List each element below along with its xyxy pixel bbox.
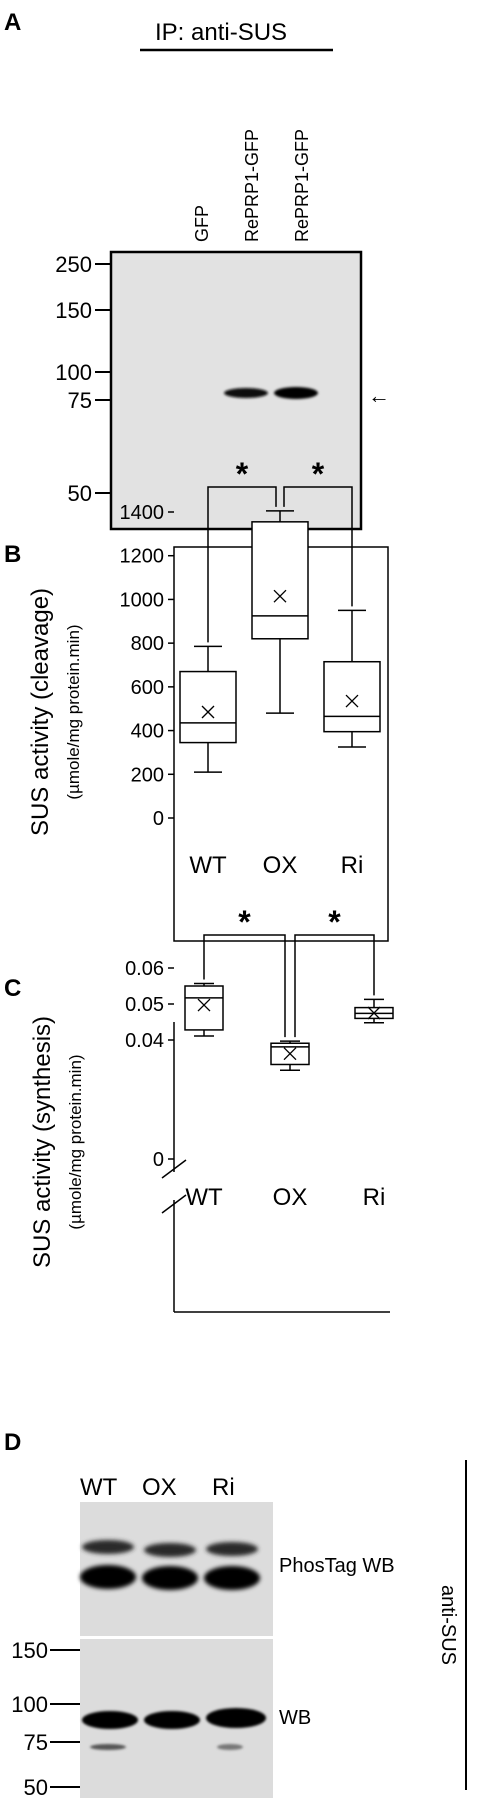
panel-d: D WT OX Ri 150 100 75 50 PhosTag WB WB a…	[4, 1429, 467, 1800]
ip-label: IP: anti-SUS	[155, 19, 287, 46]
panel-c-box-wt	[184, 982, 224, 1037]
wb-band-ox	[144, 1711, 200, 1729]
mw-label-250: 250	[55, 252, 92, 277]
panel-b-ytick-label: 1000	[120, 589, 165, 611]
bracket-line	[283, 486, 353, 607]
phostag-band-upper-wt	[82, 1540, 134, 1554]
bracket-line	[207, 486, 277, 643]
phostag-band-upper-ri	[206, 1542, 258, 1556]
panel-b-box-ox	[251, 510, 309, 714]
panel-c-box-ox	[270, 1040, 310, 1071]
axis-break-mark-lower	[161, 1194, 187, 1214]
panel-b-category-label-ri: Ri	[341, 852, 364, 879]
phostag-band-lower-ri	[204, 1566, 260, 1590]
panel-c-box-ri	[354, 998, 394, 1024]
mw-label-50: 50	[68, 481, 92, 506]
iqr-box	[251, 521, 309, 640]
phostag-band-upper-ox	[144, 1543, 196, 1557]
panel-b-box-ri	[323, 609, 381, 748]
iqr-box	[323, 660, 381, 733]
panel-b-ytick-label: 200	[131, 764, 164, 786]
d-mw-label-75: 75	[24, 1730, 48, 1755]
mean-marker	[367, 1006, 381, 1020]
lane-label-ri: Ri	[212, 1474, 235, 1501]
panel-c-significance-bracket: *	[294, 904, 375, 1038]
phostag-wb-label: PhosTag WB	[279, 1555, 395, 1577]
panel-b-ytick-label: 0	[153, 808, 164, 830]
panel-b-ylabel: SUS activity (cleavage)	[27, 588, 54, 836]
mw-label-100: 100	[55, 360, 92, 385]
axis-break-mark-upper	[161, 1159, 187, 1179]
mw-label-150: 150	[55, 298, 92, 323]
panel-c-letter: C	[4, 975, 21, 1002]
d-mw-label-50: 50	[24, 1775, 48, 1800]
panel-c: C SUS activity (synthesis) (µmole/mg pro…	[4, 904, 394, 1313]
panel-b-significance-star: *	[236, 456, 249, 492]
phostag-band-lower-ox	[142, 1566, 198, 1590]
panel-c-category-label-ri: Ri	[363, 1184, 386, 1211]
panel-b-category-label-wt: WT	[189, 852, 227, 879]
panel-b-ytick-label: 1400	[120, 502, 165, 524]
panel-b-ylabel-units: (µmole/mg protein.min)	[64, 624, 83, 799]
panel-b: B SUS activity (cleavage) (µmole/mg prot…	[4, 456, 389, 942]
iqr-box	[179, 670, 237, 744]
lane-label-reprp1-gfp-1: RePRP1-GFP	[242, 129, 262, 242]
mean-marker	[345, 694, 359, 708]
wb-faint-band-wt	[90, 1744, 126, 1750]
blot-a-band-lane3	[274, 387, 318, 399]
panel-c-category-label-wt: WT	[185, 1184, 223, 1211]
panel-b-significance-star: *	[312, 456, 325, 492]
panel-c-significance-star: *	[328, 904, 341, 940]
lane-label-reprp1-gfp-2: RePRP1-GFP	[292, 129, 312, 242]
lane-label-ox: OX	[142, 1474, 177, 1501]
wb-label: WB	[279, 1707, 311, 1729]
mean-marker	[273, 589, 287, 603]
panel-a-letter: A	[4, 9, 21, 36]
bracket-line	[294, 934, 375, 1038]
panel-b-category-label-ox: OX	[263, 852, 298, 879]
panel-b-ytick-label: 600	[131, 677, 164, 699]
panel-c-significance-star: *	[238, 904, 251, 940]
panel-b-ytick-label: 1200	[120, 546, 165, 568]
blot-a-band-lane2	[224, 388, 268, 398]
panel-c-category-label-ox: OX	[273, 1184, 308, 1211]
panel-d-letter: D	[4, 1429, 21, 1456]
panel-b-ytick-label: 800	[131, 633, 164, 655]
panel-b-letter: B	[4, 541, 21, 568]
d-mw-label-150: 150	[11, 1638, 48, 1663]
panel-c-ylabel-units: (µmole/mg protein.min)	[66, 1054, 85, 1229]
wb-band-ri	[206, 1708, 266, 1728]
wb-band-wt	[82, 1711, 138, 1729]
phostag-band-lower-wt	[80, 1565, 136, 1589]
panel-c-ytick-label: 0	[153, 1149, 164, 1171]
mean-marker	[283, 1047, 297, 1061]
band-arrow-icon: ←	[368, 383, 390, 408]
lane-label-gfp: GFP	[192, 205, 212, 242]
d-mw-label-100: 100	[11, 1692, 48, 1717]
wb-faint-band-ri	[217, 1744, 243, 1750]
antibody-label: anti-SUS	[437, 1585, 459, 1665]
bracket-line	[203, 934, 286, 1038]
panel-c-significance-bracket: *	[203, 904, 286, 1038]
panel-c-ylabel: SUS activity (synthesis)	[29, 1016, 56, 1268]
panel-c-ytick-label: 0.06	[125, 958, 164, 980]
panel-b-significance-bracket: *	[283, 456, 353, 607]
panel-b-box-wt	[179, 645, 237, 773]
mean-marker	[201, 705, 215, 719]
mw-label-75: 75	[68, 388, 92, 413]
panel-b-significance-bracket: *	[207, 456, 277, 643]
lane-label-wt: WT	[80, 1474, 118, 1501]
panel-c-ytick-label: 0.05	[125, 994, 164, 1016]
panel-b-ytick-label: 400	[131, 721, 164, 743]
iqr-box	[184, 985, 224, 1031]
panel-a: A IP: anti-SUS GFP RePRP1-GFP RePRP1-GFP…	[4, 9, 390, 531]
panel-c-ytick-label: 0.04	[125, 1030, 164, 1052]
mean-marker	[197, 998, 211, 1012]
